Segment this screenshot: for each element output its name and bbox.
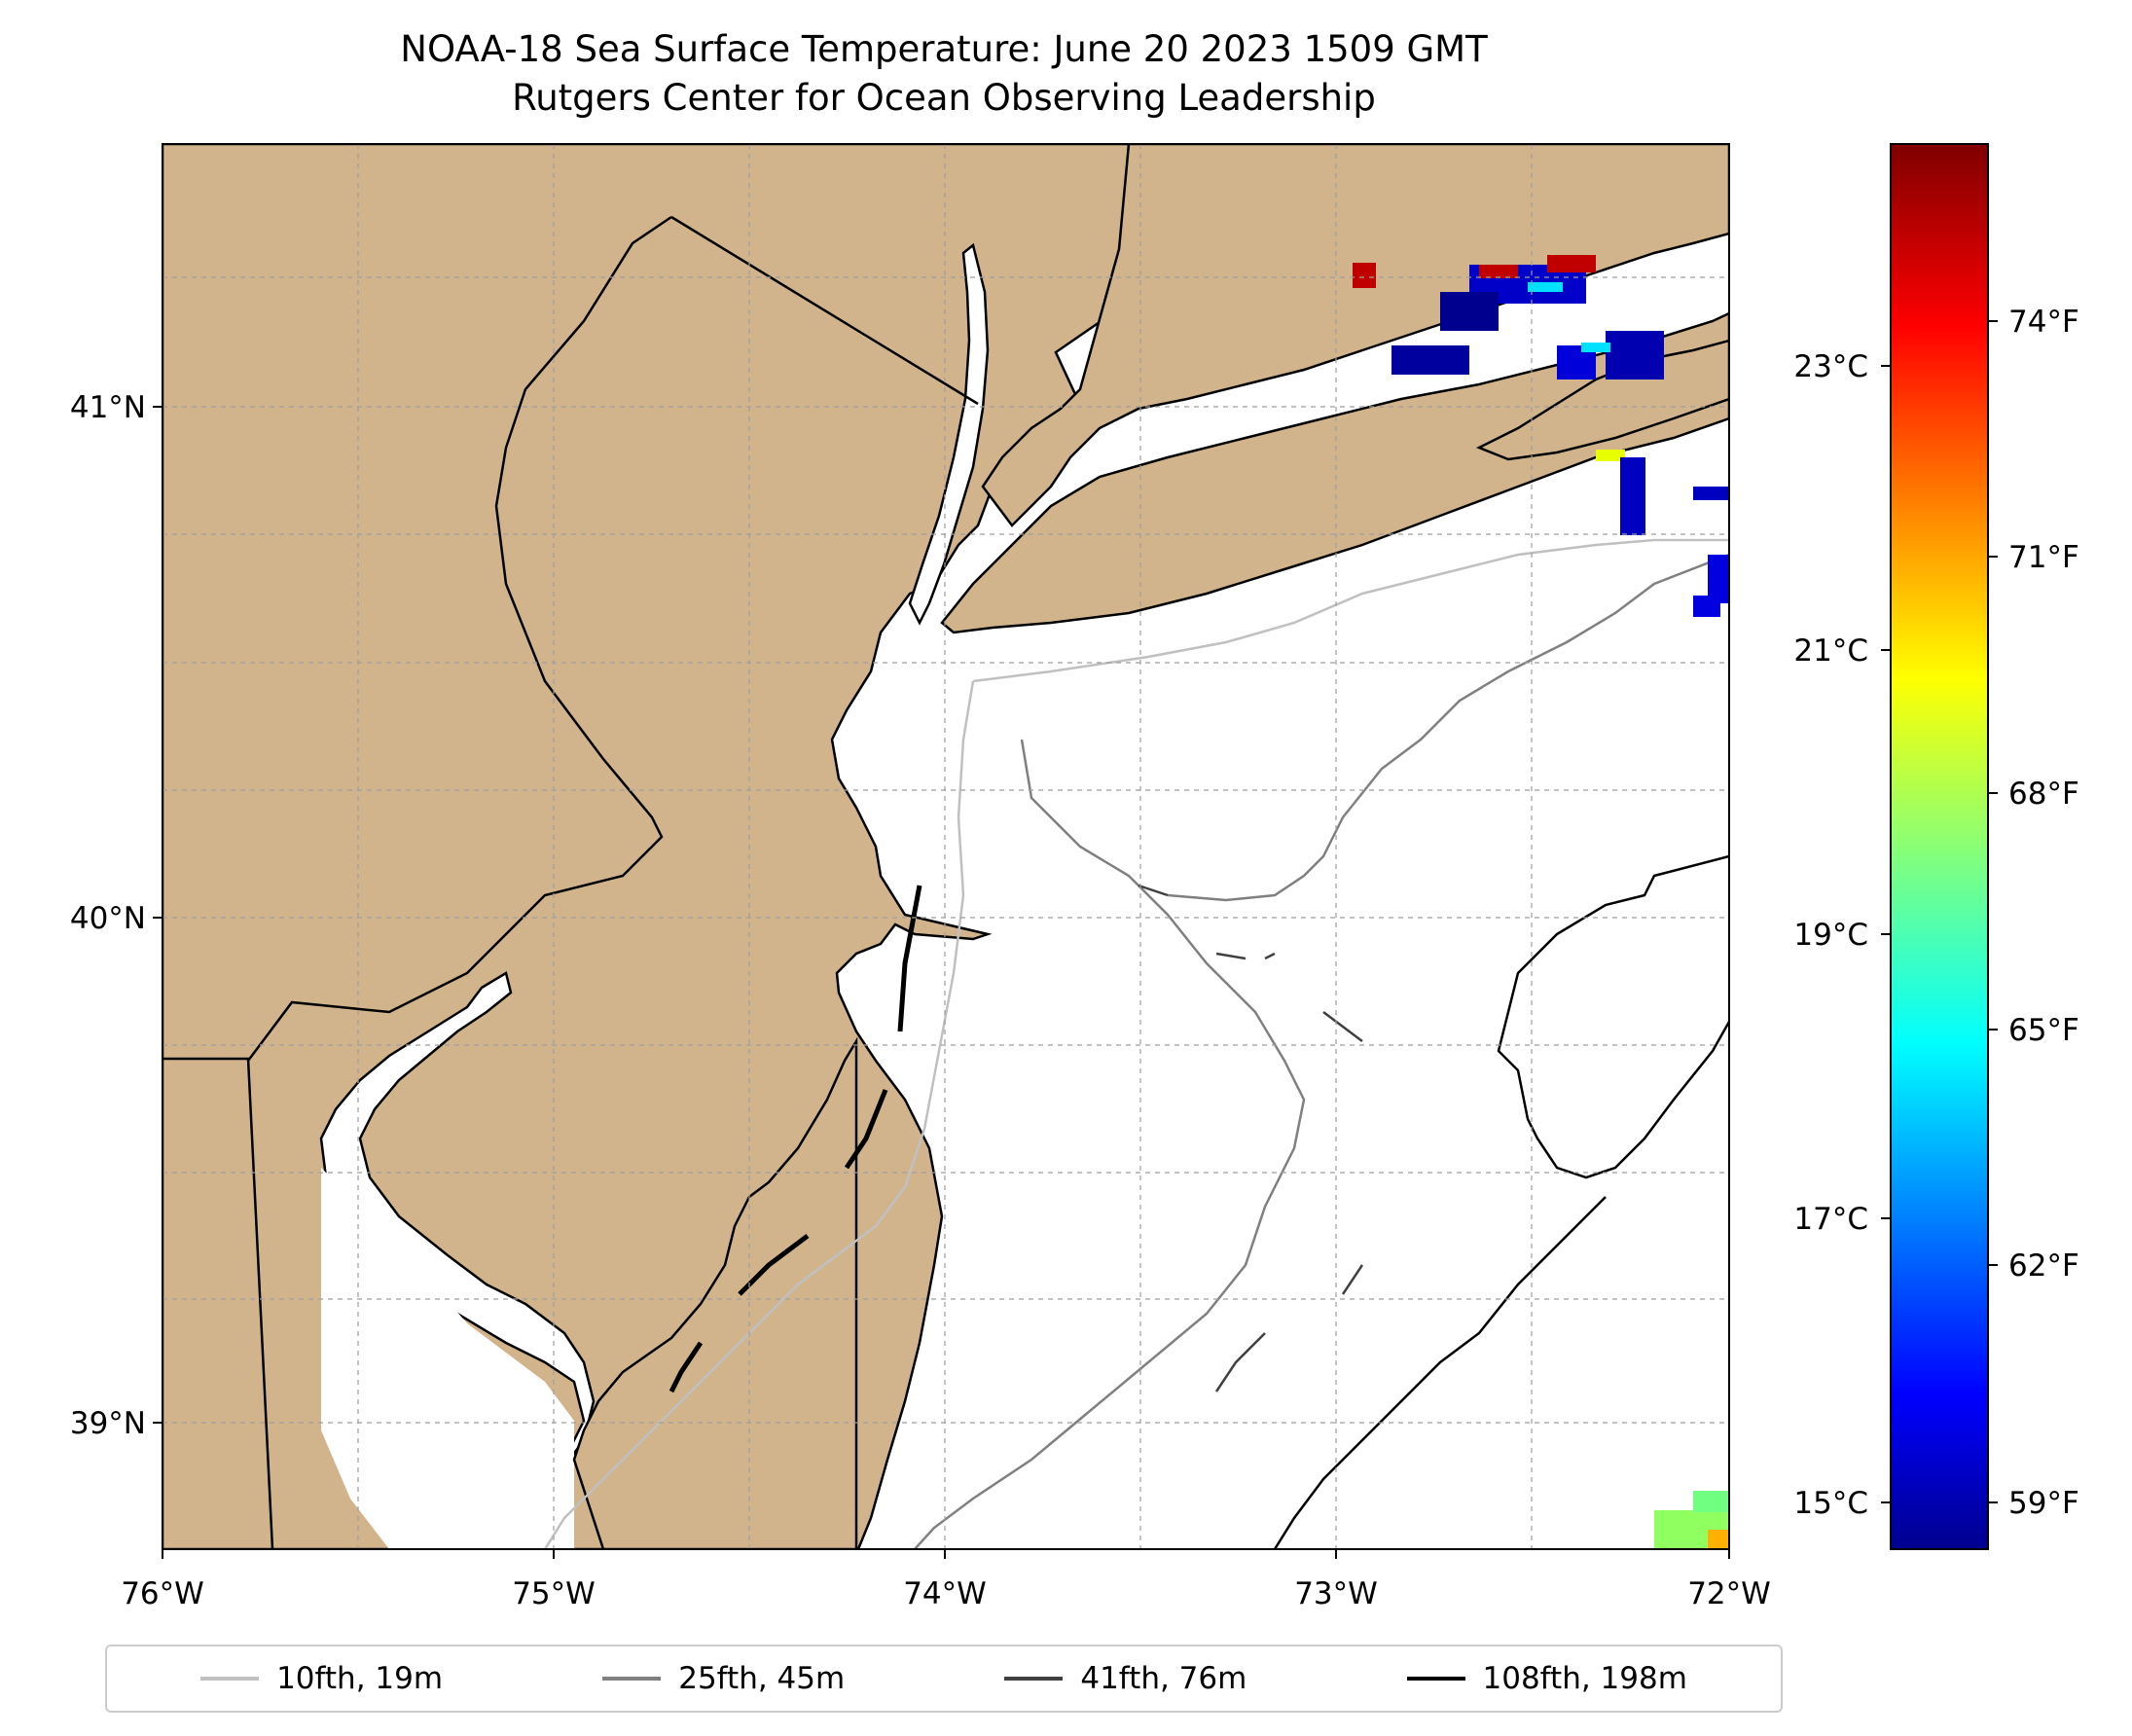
sst-patch-warm-2 [1479, 265, 1518, 278]
legend-item-10fth: 10fth, 19m [200, 1661, 443, 1696]
colorbar-f-74: 74°F [2008, 305, 2079, 340]
colorbar-c-15: 15°C [1793, 1486, 1868, 1521]
lat-label-39n: 39°N [70, 1406, 146, 1441]
colorbar-f-68: 68°F [2008, 777, 2079, 812]
sst-patch-ocean-2 [1693, 487, 1729, 500]
long-island-north-fork [1475, 339, 1729, 461]
barrier-islands [669, 885, 922, 1393]
sst-patch-yellow [1596, 450, 1625, 461]
sst-patch-warm-1 [1547, 255, 1596, 272]
colorbar-f-65: 65°F [2008, 1013, 2079, 1048]
map-subtitle: Rutgers Center for Ocean Observing Leade… [512, 77, 1376, 119]
legend-swatch-25fth [602, 1677, 662, 1681]
colorbar-c-19: 19°C [1793, 918, 1868, 953]
state-border-pa-nj [247, 215, 672, 1062]
sst-patch-ocean-4 [1693, 596, 1720, 617]
tick-marks [153, 406, 1730, 1559]
colorbar-c-17: 17°C [1793, 1202, 1868, 1237]
contour-legend: 10fth, 19m 25fth, 45m 41fth, 76m 108fth,… [105, 1645, 1783, 1713]
state-border-ny-nj [670, 215, 979, 406]
legend-label: 10fth, 19m [276, 1661, 444, 1696]
sst-patch-ocean-3 [1708, 555, 1729, 603]
map-title: NOAA-18 Sea Surface Temperature: June 20… [400, 28, 1488, 70]
sst-patch-li-east [1606, 331, 1664, 380]
sst-patch-cyan-2 [1581, 343, 1610, 352]
state-border-md-de [163, 1057, 274, 1549]
contour-10fth [543, 538, 1729, 1549]
colorbar-ticks [1881, 320, 1998, 1503]
colorbar [1890, 143, 1989, 1550]
lon-label-76w: 76°W [121, 1576, 204, 1611]
sst-patch-cyan-1 [1528, 282, 1563, 292]
lon-label-75w: 75°W [512, 1576, 596, 1611]
colorbar-f-62: 62°F [2008, 1248, 2079, 1284]
legend-swatch-41fth [1004, 1677, 1064, 1681]
legend-swatch-108fth [1406, 1677, 1465, 1681]
sst-patch-ocean-1 [1620, 457, 1645, 535]
colorbar-c-23: 23°C [1793, 349, 1868, 384]
colorbar-f-59: 59°F [2008, 1486, 2079, 1521]
lon-label-73w: 73°W [1294, 1576, 1378, 1611]
legend-item-108fth: 108fth, 198m [1406, 1661, 1687, 1696]
lon-label-72w: 72°W [1687, 1576, 1771, 1611]
contour-41fth [1138, 884, 1364, 1392]
land-long-island [940, 311, 1729, 634]
sst-patch-li-sound-3 [1391, 345, 1469, 375]
contour-108fth [1273, 854, 1729, 1549]
hudson-river [908, 242, 990, 626]
contour-25fth [914, 553, 1729, 1549]
lat-label-40n: 40°N [70, 901, 146, 936]
delaware-shore [321, 1168, 574, 1549]
sst-patch-li-sound-2 [1440, 292, 1499, 331]
sst-patch-warm-3 [1353, 263, 1376, 288]
legend-swatch-10fth [200, 1677, 260, 1681]
colorbar-f-71: 71°F [2008, 540, 2079, 575]
legend-label: 41fth, 76m [1080, 1661, 1247, 1696]
legend-item-41fth: 41fth, 76m [1004, 1661, 1247, 1696]
legend-label: 25fth, 45m [678, 1661, 846, 1696]
legend-label: 108fth, 198m [1482, 1661, 1687, 1696]
lon-label-74w: 74°W [903, 1576, 987, 1611]
map-area [163, 144, 1729, 1549]
sst-patch-se-3 [1708, 1530, 1729, 1549]
sst-patch-se-2 [1693, 1491, 1729, 1512]
lat-label-41n: 41°N [70, 390, 146, 425]
legend-item-25fth: 25fth, 45m [602, 1661, 845, 1696]
land-connecticut [981, 144, 1729, 527]
colorbar-c-21: 21°C [1793, 633, 1868, 669]
gridlines [163, 144, 1729, 1549]
